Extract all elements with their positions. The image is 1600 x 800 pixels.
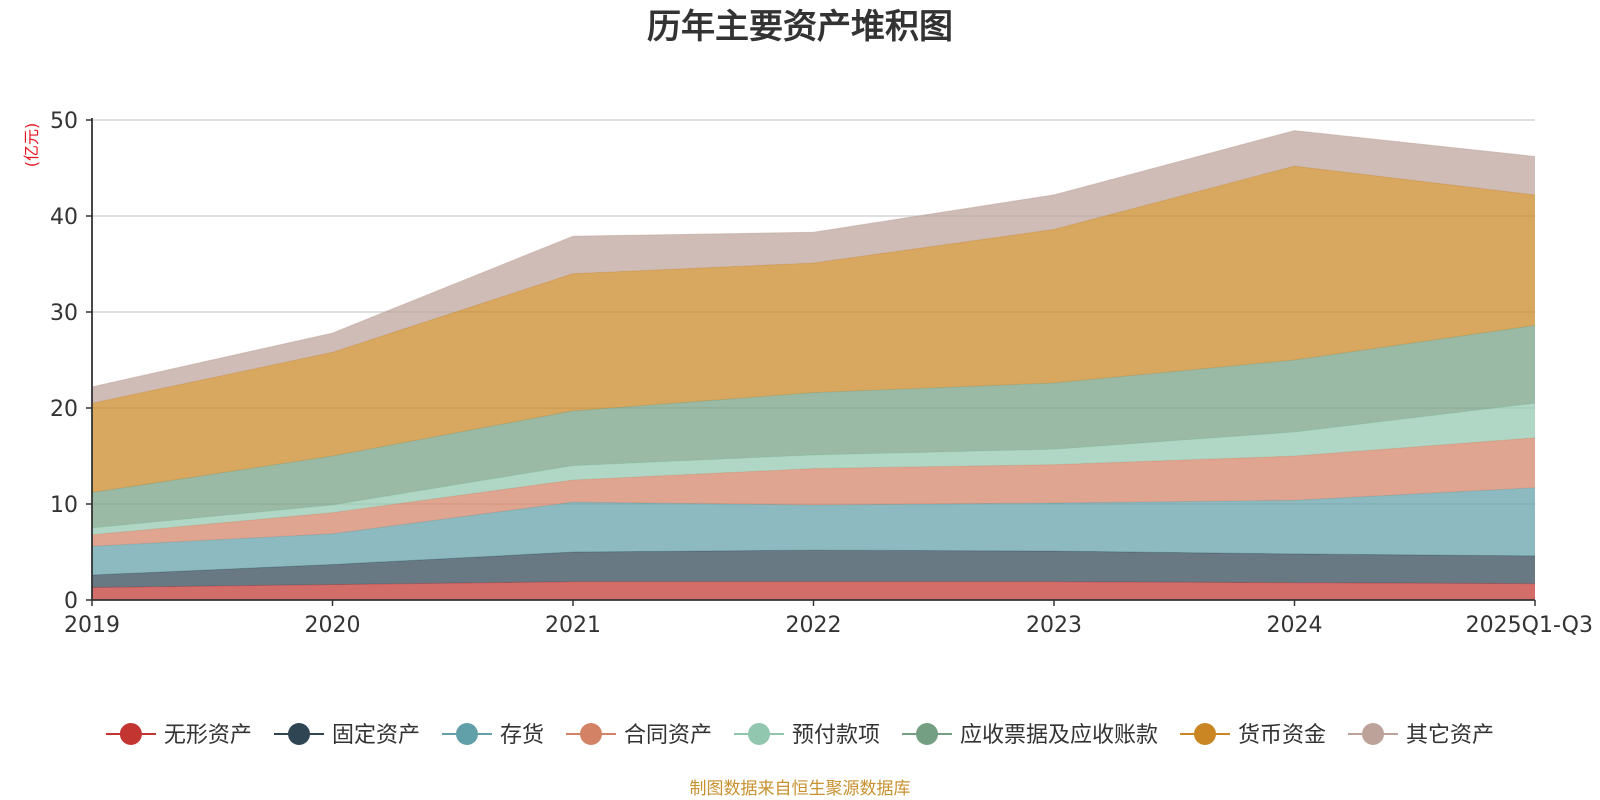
x-tick-label: 2019: [64, 613, 120, 638]
area-series-5[interactable]: [92, 325, 1535, 528]
axes: 0 10 20 30 40 50 2019 2020 2021 2022 2023 2024 2025Q…: [50, 109, 1593, 638]
legend-item[interactable]: 应收票据及应收账款: [902, 723, 1158, 748]
legend-label: 固定资产: [332, 723, 420, 748]
x-tick-label: 2024: [1267, 613, 1323, 638]
legend-item[interactable]: 存货: [442, 723, 544, 748]
x-tick-label: 2022: [786, 613, 842, 638]
y-axis-unit: (亿元): [22, 123, 41, 168]
chart-title: 历年主要资产堆积图: [647, 7, 953, 47]
y-tick-label: 20: [50, 397, 78, 422]
legend-item[interactable]: 预付款项: [734, 723, 880, 748]
legend-label: 合同资产: [624, 723, 712, 748]
legend-label: 其它资产: [1406, 723, 1494, 748]
y-tick-label: 50: [50, 109, 78, 134]
area-series-group: [91, 130, 1536, 600]
legend-item[interactable]: 其它资产: [1348, 723, 1494, 748]
area-series-edge-7: [91, 130, 1536, 388]
legend-circle-marker: [748, 723, 770, 745]
legend-item[interactable]: 货币资金: [1180, 723, 1326, 748]
area-series-1[interactable]: [92, 550, 1535, 588]
legend-circle-marker: [456, 723, 478, 745]
data-source-note: 制图数据来自恒生聚源数据库: [690, 779, 911, 799]
legend-label: 货币资金: [1238, 723, 1326, 748]
legend-label: 应收票据及应收账款: [960, 723, 1158, 748]
legend-label: 预付款项: [792, 723, 880, 748]
legend-circle-marker: [1362, 723, 1384, 745]
legend: 无形资产 固定资产 存货 合同资产 预付款项 应收票据及应收账款 货币资金 其它资产: [105, 723, 1494, 748]
legend-circle-marker: [1194, 723, 1216, 745]
legend-label: 存货: [500, 723, 544, 748]
y-tick-label: 10: [50, 493, 78, 518]
x-tick-label: 2023: [1026, 613, 1082, 638]
area-series-0[interactable]: [92, 581, 1535, 600]
y-tick-label: 40: [50, 205, 78, 230]
legend-circle-marker: [916, 723, 938, 745]
x-tick-label: 2020: [305, 613, 361, 638]
area-series-3[interactable]: [92, 437, 1535, 547]
x-tick-label: 2025Q1-Q3: [1466, 613, 1593, 638]
area-series-7[interactable]: [92, 130, 1535, 404]
legend-circle-marker: [288, 723, 310, 745]
area-series-2[interactable]: [92, 487, 1535, 575]
y-tick-label: 0: [64, 589, 78, 614]
legend-circle-marker: [580, 723, 602, 745]
x-tick-label: 2021: [545, 613, 601, 638]
legend-circle-marker: [119, 723, 142, 745]
area-series-6[interactable]: [92, 166, 1535, 493]
legend-item[interactable]: 合同资产: [566, 723, 712, 748]
legend-item[interactable]: 无形资产: [105, 723, 252, 748]
legend-item[interactable]: 固定资产: [274, 723, 420, 748]
legend-label: 无形资产: [164, 723, 252, 748]
y-tick-label: 30: [50, 301, 78, 326]
